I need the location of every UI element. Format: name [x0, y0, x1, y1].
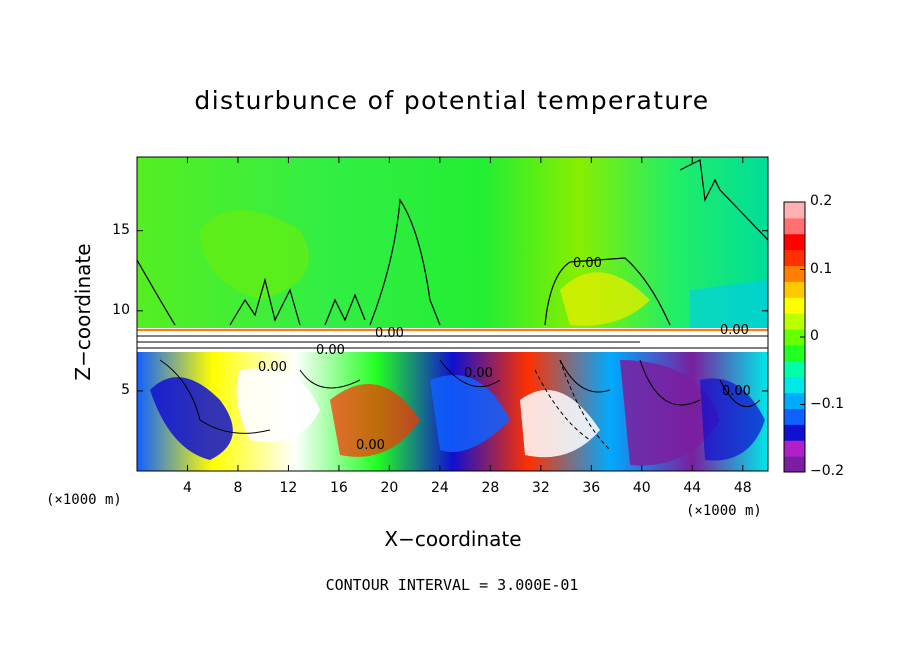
- x-tick-label: 24: [430, 480, 449, 496]
- colorbar-tick-label: 0.1: [810, 260, 833, 277]
- colorbar-swatch: [784, 297, 805, 314]
- colorbar-swatch: [784, 281, 805, 298]
- contour-label: 0.00: [356, 438, 385, 453]
- colorbar-tick-label: −0.1: [810, 395, 844, 412]
- x-axis-ticks: [186, 157, 744, 471]
- x-tick-label: 32: [531, 480, 550, 496]
- lower-eddy-4: [430, 375, 510, 452]
- x-tick-label: 16: [329, 480, 348, 496]
- y-tick-label: 15: [112, 221, 130, 238]
- colorbar-swatch: [784, 456, 805, 473]
- lower-eddy-7: [700, 378, 765, 461]
- x-tick-label: 20: [380, 480, 399, 496]
- lower-eddy-3: [330, 384, 420, 457]
- lower-eddy-6: [620, 360, 720, 466]
- x-tick-label: 4: [183, 480, 192, 496]
- colorbar-tick-label: 0.2: [810, 193, 833, 209]
- x-tick-label: 28: [481, 480, 500, 496]
- colorbar: [784, 201, 805, 473]
- colorbar-swatch: [784, 424, 805, 441]
- upper-patch-yellow: [560, 272, 650, 326]
- colorbar-swatch: [784, 344, 805, 362]
- upper-patch-cyan: [690, 280, 768, 330]
- y-tick-label: 10: [112, 301, 130, 318]
- contour-label: 0.00: [573, 256, 602, 271]
- x-tick-label: 48: [733, 480, 752, 496]
- colorbar-swatch: [784, 202, 805, 219]
- x-tick-label: 44: [683, 480, 702, 496]
- contour-interval-note: CONTOUR INTERVAL = 3.000E-01: [325, 576, 579, 594]
- contour-label: 0.00: [375, 326, 404, 341]
- colorbar-swatch: [784, 360, 805, 378]
- colorbar-swatch: [784, 265, 805, 282]
- lower-eddy-2: [236, 368, 320, 442]
- plot-frame: [136, 156, 769, 472]
- colorbar-swatch: [784, 440, 805, 457]
- x-unit-right: (×1000 m): [686, 503, 762, 519]
- colorbar-swatch: [784, 249, 805, 267]
- colorbar-swatch: [784, 376, 805, 394]
- y-axis-label: Z−coordinate: [71, 243, 95, 381]
- colorbar-swatch: [784, 217, 805, 235]
- x-tick-label: 36: [582, 480, 601, 496]
- upper-patch: [200, 210, 309, 300]
- x-tick-label: 40: [632, 480, 651, 496]
- contour-label: 0.00: [464, 366, 493, 381]
- contour-label: 0.00: [720, 323, 749, 338]
- zero-contour: [137, 159, 768, 326]
- x-unit-left: (×1000 m): [46, 492, 122, 508]
- colorbar-tick-label: 0: [810, 328, 819, 344]
- contour-label: 0.00: [722, 384, 751, 399]
- colorbar-swatch: [784, 233, 805, 251]
- colorbar-swatch: [784, 313, 805, 330]
- lower-contours: [159, 359, 761, 434]
- colorbar-frame: [783, 201, 806, 473]
- colorbar-tick-label: −0.2: [810, 463, 844, 479]
- lower-eddy-1: [150, 377, 233, 460]
- y-tick-label: 5: [121, 381, 130, 398]
- colorbar-swatch: [784, 408, 805, 425]
- colorbar-swatch: [784, 392, 805, 409]
- contour-label: 0.00: [258, 360, 287, 375]
- negative-contours: [534, 359, 611, 451]
- x-tick-label: 8: [233, 480, 243, 496]
- contour-label: 0.00: [316, 343, 345, 358]
- x-tick-label: 12: [279, 480, 298, 496]
- y-axis-ticks: [137, 230, 768, 392]
- chart-title: disturbunce of potential temperature: [194, 86, 710, 115]
- colorbar-swatch: [784, 329, 805, 346]
- x-axis-label: X−coordinate: [384, 527, 522, 551]
